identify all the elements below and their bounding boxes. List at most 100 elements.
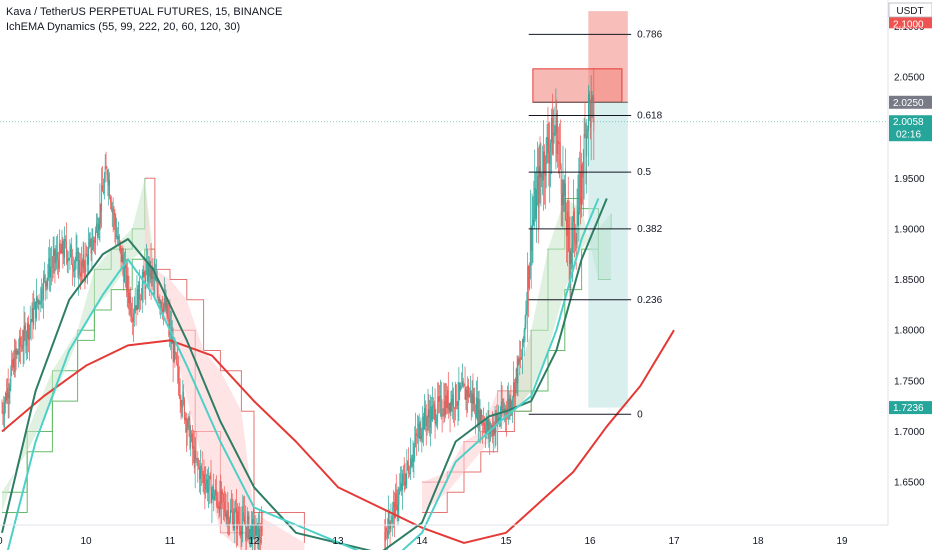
candle-body [28,323,29,340]
candle-body [543,151,544,181]
candle-body [226,514,228,520]
candle-body [192,446,194,449]
candle-body [525,310,527,325]
candle-body [492,425,494,436]
candle-body [563,180,565,197]
candle-body [580,171,581,205]
candle-body [497,416,499,422]
candle-body [98,223,100,231]
candle-body [111,208,113,210]
candle-body [504,408,506,412]
candle-body [10,371,12,388]
candle-body [209,476,211,477]
candle-body [85,253,87,272]
candle-body [429,416,431,428]
fib-level-label: 0.382 [637,224,662,235]
candle-body [487,419,489,431]
candle-body [158,300,160,302]
candle-body [35,301,36,319]
candle-body [201,468,203,475]
candle-body [165,300,167,309]
candle-body [84,268,86,272]
candle-body [233,522,235,529]
candle-body [491,425,493,436]
price-tag-label: 2.0058 [893,117,924,128]
candle-body [471,393,473,403]
candle-body [71,245,73,265]
candle-body [245,526,247,538]
candle-body [186,427,188,433]
candle-body [190,438,192,448]
candle-body [101,185,103,212]
candle-body [192,433,193,449]
candle-body [126,275,128,289]
candle-body [114,214,116,227]
candle-body [95,223,97,232]
candle-body [478,399,480,426]
candle-body [503,409,505,412]
candle-body [75,252,77,262]
candle-body [236,508,238,530]
candle-body [397,504,399,511]
candle-body [27,323,28,339]
candle-body [559,142,560,144]
candle-body [1,411,3,413]
candle-body [398,492,400,505]
candle-body [466,389,468,398]
candle-body [490,429,492,435]
candle-body [72,264,73,268]
candle-body [25,329,27,346]
price-tick-label: 1.7000 [894,427,925,438]
candle-body [179,395,181,399]
candle-body [465,389,467,400]
candle-body [403,474,405,483]
candle-body [163,303,164,313]
candle-body [235,508,237,512]
price-tick-label: 1.9000 [894,224,925,235]
candle-body [19,336,21,353]
candle-body [67,259,69,263]
candle-body [519,357,521,363]
candle-body [501,401,503,411]
candle-body [521,356,522,360]
candle-body [21,345,22,347]
short-position-tool[interactable] [532,11,628,408]
candle-body [164,297,166,309]
candle-body [484,422,485,430]
candle-body [22,345,24,349]
candle-body [446,395,447,408]
candle-body [575,242,577,245]
candle-body [174,343,176,354]
candle-body [577,211,579,226]
candle-body [115,226,117,238]
candle-body [151,269,153,280]
candle-body [472,393,474,404]
candle-body [43,277,44,300]
candle-body [34,301,36,309]
candle-body [489,422,491,435]
candle-body [435,422,437,424]
cloud-green-1-fill [2,178,155,513]
candle-body [70,245,72,249]
candle-body [454,385,456,409]
candle-body [99,203,101,224]
candle-body [83,254,85,269]
candle-body [592,96,594,98]
candle-body [493,425,495,434]
candle-body [57,252,58,260]
candle-body [480,409,482,421]
candle-body [410,458,412,467]
candle-body [526,305,528,311]
candle-body [256,523,258,525]
candle-body [473,396,475,404]
candle-body [131,313,133,318]
fib-retracement[interactable]: 0.786 0.618 0.5 0.382 0.236 0 [528,29,663,420]
candle-body [203,474,205,484]
candle-body [87,254,88,265]
candle-body [127,275,129,293]
candle-body [444,400,446,416]
price-tick-label: 1.7500 [894,376,925,387]
candle-body [523,331,525,343]
fib-level-label: 0.786 [637,29,662,40]
